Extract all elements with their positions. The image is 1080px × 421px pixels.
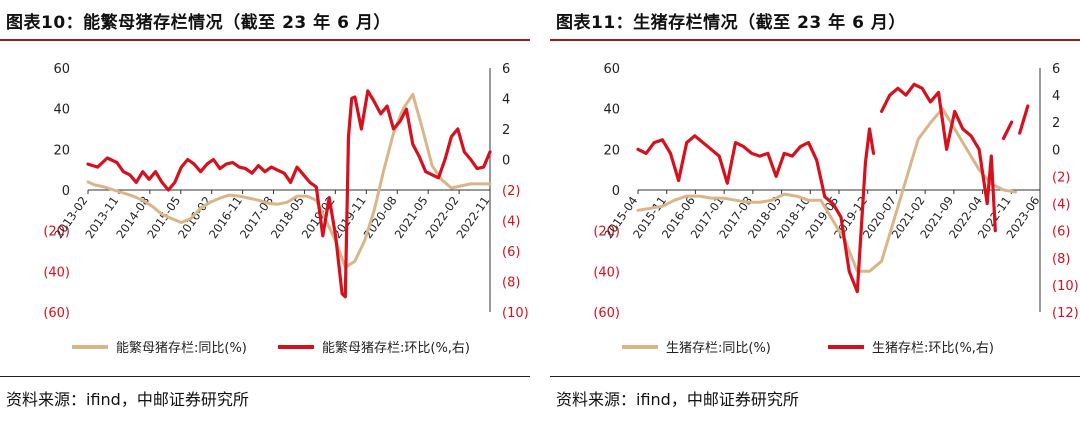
series-line-right	[1018, 104, 1030, 135]
right-tick-label: (4)	[1052, 198, 1070, 213]
right-tick-label: (6)	[502, 245, 520, 260]
right-tick-label: 2	[502, 123, 510, 138]
left-tick-label: (60)	[43, 306, 70, 321]
left-tick-label: 20	[603, 143, 620, 158]
series-line-right	[1001, 120, 1014, 141]
legend-label: 能繁母猪存栏:同比(%)	[116, 340, 247, 356]
series-line-right	[636, 127, 876, 294]
title-rule	[0, 39, 530, 41]
figure-title: 图表11：生猪存栏情况（截至 23 年 6 月）	[556, 13, 906, 33]
source-rule	[0, 376, 530, 377]
left-tick-label: (40)	[43, 265, 70, 280]
right-tick-label: 0	[1052, 143, 1060, 158]
left-tick-label: (60)	[593, 306, 620, 321]
right-tick-label: 0	[502, 154, 510, 169]
series-line-right	[86, 89, 492, 299]
figure-panel-10: 图表10：能繁母猪存栏情况（截至 23 年 6 月） 60 40 20 0 (20) (4…	[0, 0, 530, 421]
right-tick-label: (10)	[1052, 279, 1079, 294]
right-tick-label: (8)	[502, 276, 520, 291]
left-tick-label: (20)	[593, 225, 620, 240]
right-tick-label: (10)	[502, 306, 529, 321]
left-tick-label: 60	[603, 62, 620, 77]
right-tick-label: (2)	[1052, 170, 1070, 185]
left-tick-label: 0	[612, 184, 620, 199]
legend-label: 生猪存栏:同比(%)	[666, 341, 771, 356]
legend-label: 能繁母猪存栏:环比(%,右)	[322, 340, 470, 356]
left-tick-label: 0	[62, 184, 70, 199]
series-line-right	[880, 82, 997, 233]
figure-title: 图表10：能繁母猪存栏情况（截至 23 年 6 月）	[6, 13, 391, 33]
right-tick-label: 6	[502, 62, 510, 77]
right-tick-label: (6)	[1052, 225, 1070, 240]
sow-inventory-chart: 6040200(20)(40)(60)6420(2)(4)(6)(8)(10)2…	[43, 62, 529, 356]
source-note: 资料来源：ifind，中邮证券研究所	[6, 390, 249, 409]
source-rule	[550, 376, 1080, 377]
left-tick-label: (40)	[593, 265, 620, 280]
hog-inventory-chart: 6040200(20)(40)(60)6420(2)(4)(6)(8)(10)(…	[593, 62, 1079, 356]
right-tick-label: 2	[1052, 116, 1060, 131]
series-line-left	[86, 92, 492, 269]
right-tick-label: 4	[1052, 89, 1060, 104]
right-tick-label: (8)	[1052, 252, 1070, 267]
title-rule	[550, 39, 1080, 41]
source-note: 资料来源：ifind，中邮证券研究所	[556, 390, 799, 409]
legend-label: 生猪存栏:环比(%,右)	[872, 341, 994, 356]
left-tick-label: (20)	[43, 225, 70, 240]
right-tick-label: (4)	[502, 215, 520, 230]
right-tick-label: (12)	[1052, 306, 1079, 321]
left-tick-label: 40	[53, 103, 70, 118]
figure-panel-11: 图表11：生猪存栏情况（截至 23 年 6 月） 60 40 20 0 (20) (40)…	[550, 0, 1080, 421]
left-tick-label: 40	[603, 103, 620, 118]
right-tick-label: (2)	[502, 184, 520, 199]
right-tick-label: 4	[502, 93, 510, 108]
right-tick-label: 6	[1052, 62, 1060, 77]
left-tick-label: 60	[53, 62, 70, 77]
left-tick-label: 20	[53, 143, 70, 158]
